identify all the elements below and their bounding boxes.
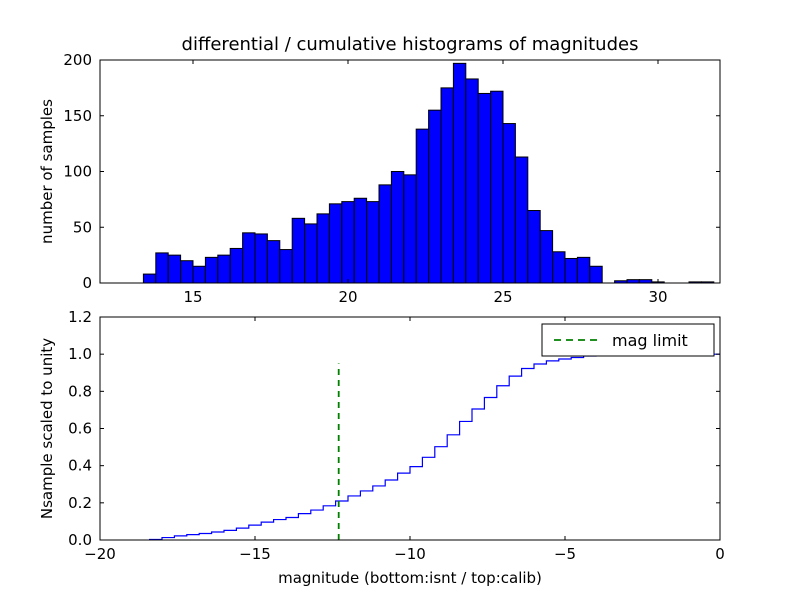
histogram-bar: [564, 257, 578, 284]
y-tick-label: 200: [63, 51, 92, 69]
y-tick-label: 150: [63, 107, 92, 125]
histogram-bar: [465, 78, 479, 284]
histogram-bar: [204, 256, 219, 284]
histogram-bar: [167, 254, 182, 284]
y-tick-label: 0.8: [68, 382, 92, 400]
histogram-bar: [428, 109, 442, 284]
histogram-bar: [180, 260, 194, 284]
histogram-bar: [316, 213, 330, 284]
histogram-bar: [304, 223, 318, 284]
histogram-bar: [626, 279, 640, 284]
legend-label: mag limit: [612, 331, 688, 350]
histogram-bar: [266, 240, 281, 284]
x-tick-label: 15: [183, 288, 202, 306]
legend: mag limit: [541, 323, 715, 357]
histogram-bar: [415, 128, 430, 284]
bottom-ylabel: Nsample scaled to unity: [38, 338, 56, 519]
y-tick-label: 100: [63, 163, 92, 181]
y-tick-label: 0: [82, 274, 92, 292]
histogram-bar: [155, 252, 169, 284]
histogram-bar: [279, 249, 293, 284]
y-tick-label: 1.0: [68, 345, 92, 363]
histogram-bar: [390, 171, 405, 284]
histogram-bar: [576, 256, 591, 284]
histogram-bar: [552, 251, 566, 284]
histogram-bar: [254, 233, 268, 284]
differential-histogram-axes: 15 20 25 30 0 50 100 150 200: [63, 51, 721, 306]
histogram-bar: [502, 123, 516, 284]
x-tick-label: 25: [493, 288, 512, 306]
histogram-bar: [440, 87, 454, 284]
x-tick-label: −10: [394, 545, 426, 563]
histogram-bar: [403, 174, 417, 284]
x-tick-label: 20: [338, 288, 357, 306]
x-tick-label: −5: [554, 545, 576, 563]
y-tick-label: 50: [73, 218, 92, 236]
x-tick-label: −20: [84, 545, 116, 563]
bottom-xlabel: magnitude (bottom:isnt / top:calib): [278, 569, 542, 587]
histogram-bar: [328, 203, 343, 284]
histogram-bar: [217, 254, 231, 284]
y-tick-label: 0.6: [68, 420, 92, 438]
histogram-bar: [490, 90, 504, 284]
histogram-bar: [229, 247, 244, 284]
histogram-bar: [366, 201, 380, 284]
x-tick-label: 30: [648, 288, 667, 306]
x-tick-label: −15: [239, 545, 271, 563]
histogram-bar: [452, 62, 467, 284]
histogram-bar: [589, 265, 603, 284]
y-tick-label: 0.2: [68, 494, 92, 512]
cumulative-step-line: [149, 353, 720, 541]
y-tick-label: 0.4: [68, 457, 92, 475]
histogram-bar: [477, 92, 492, 284]
histogram-bar: [539, 230, 554, 284]
histogram-bar: [291, 217, 306, 284]
histogram-bar: [242, 232, 256, 284]
histogram-bar: [638, 279, 653, 284]
histogram-bar: [378, 184, 392, 284]
histogram-bar: [341, 201, 355, 284]
figure-title: differential / cumulative histograms of …: [182, 34, 639, 55]
top-ylabel: number of samples: [38, 99, 56, 244]
histogram-bar: [353, 197, 368, 284]
histogram-bar: [142, 273, 157, 284]
y-tick-label: 0.0: [68, 531, 92, 549]
histogram-bar: [527, 210, 541, 284]
y-tick-label: 1.2: [68, 308, 92, 326]
x-tick-label: 0: [715, 545, 725, 563]
histogram-bar: [192, 265, 206, 284]
histogram-bar: [514, 156, 529, 284]
